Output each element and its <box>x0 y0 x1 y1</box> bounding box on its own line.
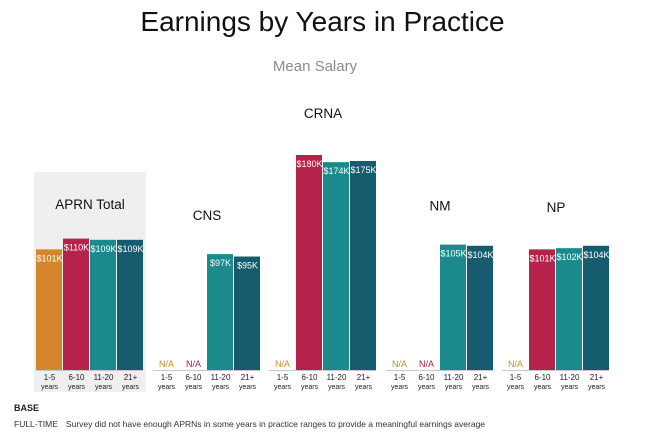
tick-label: 1-5 <box>277 373 289 382</box>
tick-sublabel: years <box>588 384 606 391</box>
bar-aprn-total-1-5 <box>36 249 62 370</box>
bar-aprn-total-21plus <box>117 239 143 370</box>
bar-cns-21plus <box>234 256 260 370</box>
bar-crna-6-10 <box>296 155 322 370</box>
chart-title: Earnings by Years in Practice <box>140 6 505 37</box>
tick-label: 21+ <box>241 373 255 382</box>
tick-label: 1-5 <box>44 373 56 382</box>
bar-aprn-total-11-20 <box>90 239 116 370</box>
bar-np-6-10 <box>529 249 555 370</box>
bar-nm-21plus <box>467 245 493 370</box>
tick-label: 11-20 <box>94 373 114 382</box>
tick-sublabel: years <box>158 384 176 391</box>
tick-sublabel: years <box>445 384 463 391</box>
tick-sublabel: years <box>68 384 86 391</box>
bar-value-label: $105K <box>440 249 466 259</box>
tick-label: 6-10 <box>301 373 318 382</box>
tick-label: 11-20 <box>444 373 464 382</box>
bar-value-label: $104K <box>467 250 493 260</box>
bar-crna-11-20 <box>323 162 349 370</box>
na-label: N/A <box>275 359 290 369</box>
tick-sublabel: years <box>328 384 346 391</box>
tick-sublabel: years <box>391 384 409 391</box>
tick-label: 6-10 <box>534 373 551 382</box>
bar-nm-11-20 <box>440 244 466 370</box>
tick-label: 1-5 <box>394 373 406 382</box>
group-label-nm: NM <box>430 199 451 214</box>
bar-value-label: $110K <box>64 243 89 253</box>
tick-sublabel: years <box>355 384 373 391</box>
tick-label: 1-5 <box>161 373 173 382</box>
tick-label: 1-5 <box>510 373 522 382</box>
bar-crna-21plus <box>350 160 376 370</box>
tick-sublabel: years <box>185 384 203 391</box>
bar-value-label: $101K <box>529 253 555 263</box>
tick-label: 21+ <box>590 373 604 382</box>
na-label: N/A <box>508 359 523 369</box>
tick-sublabel: years <box>418 384 436 391</box>
tick-sublabel: years <box>274 384 292 391</box>
bar-value-label: $109K <box>117 244 143 254</box>
tick-label: 21+ <box>474 373 488 382</box>
na-label: N/A <box>186 359 201 369</box>
tick-sublabel: years <box>472 384 490 391</box>
bar-np-21plus <box>583 245 609 370</box>
tick-sublabel: years <box>122 384 140 391</box>
bar-value-label: $97K <box>210 258 231 268</box>
tick-label: 11-20 <box>327 373 347 382</box>
tick-sublabel: years <box>41 384 59 391</box>
tick-sublabel: years <box>212 384 230 391</box>
tick-sublabel: years <box>95 384 113 391</box>
tick-label: 6-10 <box>185 373 202 382</box>
group-label-crna: CRNA <box>304 106 342 121</box>
na-label: N/A <box>419 359 434 369</box>
tick-label: 21+ <box>124 373 138 382</box>
footnote: FULL-TIME Survey did not have enough APRN… <box>14 419 485 429</box>
base-label: BASE <box>14 403 40 413</box>
bar-aprn-total-6-10 <box>63 238 89 370</box>
na-label: N/A <box>392 359 407 369</box>
group-label-np: NP <box>547 200 566 215</box>
footnote-text: Survey did not have enough APRNs in some… <box>65 419 486 429</box>
bar-value-label: $109K <box>90 244 116 254</box>
bar-chart: APRN Total $101K 1-5 years $110K 6-10 years $10… <box>34 106 610 392</box>
tick-sublabel: years <box>239 384 257 391</box>
tick-sublabel: years <box>301 384 319 391</box>
tick-label: 11-20 <box>560 373 580 382</box>
tick-label: 6-10 <box>68 373 85 382</box>
tick-sublabel: years <box>507 384 525 391</box>
tick-sublabel: years <box>534 384 552 391</box>
chart-subtitle: Mean Salary <box>272 58 358 75</box>
bar-value-label: $180K <box>296 159 322 169</box>
tick-label: 6-10 <box>418 373 435 382</box>
bar-cns-11-20 <box>207 254 233 370</box>
bar-value-label: $174K <box>323 166 349 176</box>
bar-value-label: $175K <box>350 165 376 175</box>
group-label-cns: CNS <box>193 208 222 223</box>
footnote-tag: FULL-TIME <box>14 419 58 429</box>
tick-label: 21+ <box>357 373 371 382</box>
group-label-aprn-total: APRN Total <box>55 197 125 212</box>
bar-value-label: $104K <box>583 250 609 260</box>
bar-value-label: $102K <box>556 252 582 262</box>
na-label: N/A <box>159 359 174 369</box>
bar-value-label: $95K <box>237 261 258 271</box>
bar-value-label: $101K <box>36 253 62 263</box>
tick-sublabel: years <box>561 384 579 391</box>
bar-np-11-20 <box>556 248 582 370</box>
tick-label: 11-20 <box>211 373 231 382</box>
